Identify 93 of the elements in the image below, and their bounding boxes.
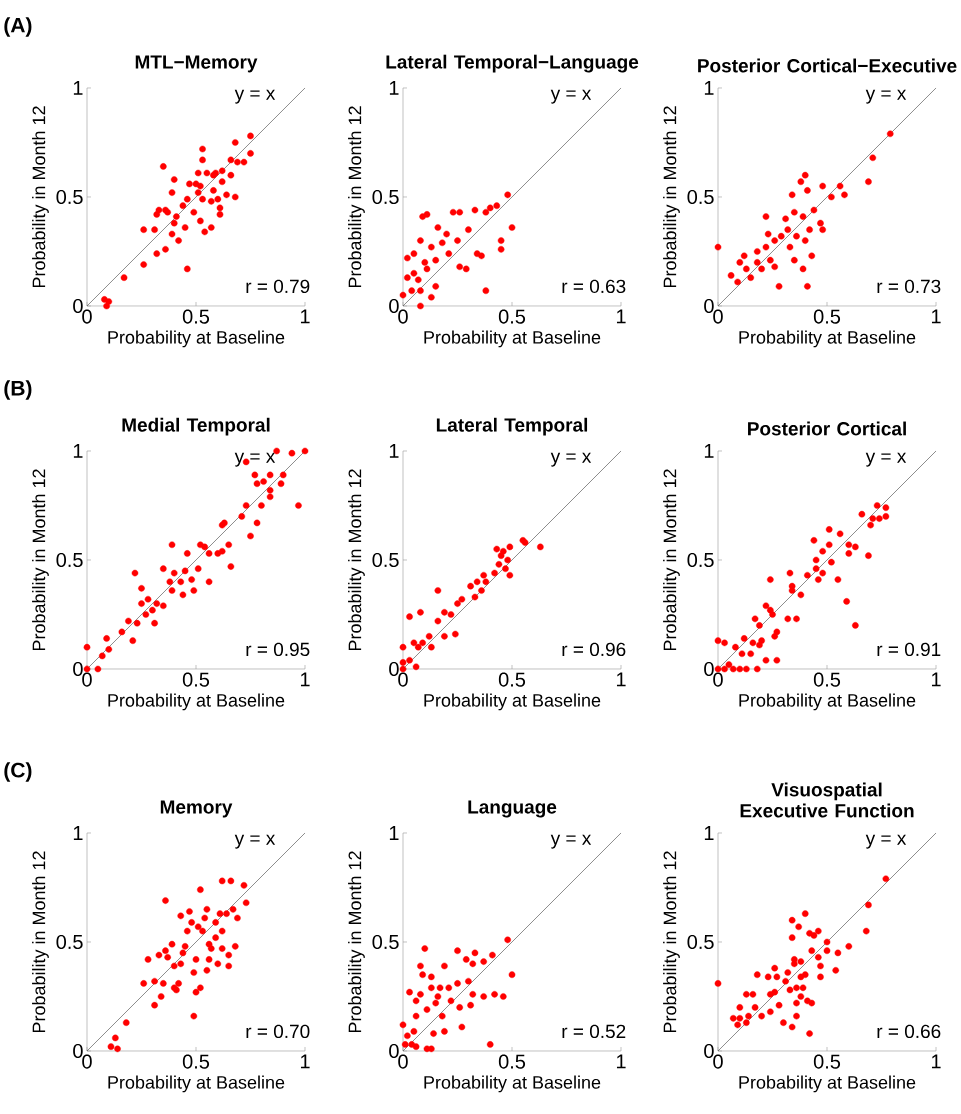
x-axis-title: Probability at Baseline <box>424 330 601 348</box>
chart-title: Visuospatial Executive Function <box>740 782 914 818</box>
y-tick-label: 0 <box>388 661 399 677</box>
x-tick-label: 1 <box>931 1054 941 1069</box>
y-tick-label: 0.5 <box>56 934 83 950</box>
y-tick-label: 0.5 <box>56 189 83 205</box>
y-tick-label: 0.5 <box>687 934 714 950</box>
annotation: r = 0.63 <box>562 279 626 294</box>
x-tick-label: 0.5 <box>498 672 525 687</box>
y-tick-label: 0.5 <box>372 552 399 568</box>
annotation: y = x <box>865 89 906 104</box>
y-tick-label: 1 <box>389 81 399 95</box>
y-tick-label: 1 <box>73 444 83 458</box>
x-axis-title: Probability at Baseline <box>424 1075 601 1093</box>
y-axis-title: Probability in Month 12 <box>31 469 49 651</box>
x-tick-label: 1 <box>300 309 310 324</box>
y-tick-label: 1 <box>704 81 714 95</box>
y-axis-title: Probability in Month 12 <box>347 106 365 288</box>
annotation: r = 0.66 <box>877 1024 941 1039</box>
y-tick-label: 1 <box>704 826 714 840</box>
chart-title: Posterior Cortical <box>747 421 906 436</box>
y-tick-label: 0.5 <box>372 934 399 950</box>
y-axis-title: Probability in Month 12 <box>662 851 680 1033</box>
annotation: r = 0.91 <box>877 642 941 657</box>
y-tick-label: 1 <box>389 444 399 458</box>
chart-title: Language <box>468 800 557 818</box>
x-tick-label: 0.5 <box>498 1054 525 1069</box>
x-axis-title: Probability at Baseline <box>108 1075 285 1093</box>
annotation: r = 0.52 <box>562 1024 626 1039</box>
y-axis-title: Probability in Month 12 <box>31 106 49 288</box>
annotation: y = x <box>234 89 275 104</box>
chart-title: Lateral Temporal−Language <box>386 54 639 73</box>
annotation: y = x <box>234 834 275 849</box>
x-tick-label: 1 <box>931 309 941 324</box>
text: (C) <box>4 762 32 782</box>
text: (B) <box>4 380 32 400</box>
x-tick-label: 1 <box>616 309 626 324</box>
x-axis-title: Probability at Baseline <box>108 330 285 348</box>
annotation: r = 0.73 <box>877 279 941 294</box>
y-tick-label: 0.5 <box>372 189 399 205</box>
y-tick-label: 1 <box>389 826 399 840</box>
x-tick-label: 0.5 <box>813 309 840 324</box>
chart-title: Lateral Temporal <box>436 417 587 436</box>
y-axis-title: Probability in Month 12 <box>347 469 365 651</box>
y-tick-label: 1 <box>73 81 83 95</box>
y-tick-label: 1 <box>73 826 83 840</box>
x-tick-label: 0.5 <box>182 672 209 687</box>
y-tick-label: 0 <box>72 661 83 677</box>
y-axis-title: Probability in Month 12 <box>347 851 365 1033</box>
y-tick-label: 0 <box>704 298 714 314</box>
chart-title: Medial Temporal <box>122 417 270 436</box>
y-tick-label: 0 <box>388 1043 399 1059</box>
annotation: r = 0.95 <box>246 642 310 657</box>
annotation: y = x <box>865 834 906 849</box>
annotation: y = x <box>550 89 591 104</box>
y-tick-label: 0 <box>704 661 714 677</box>
x-tick-label: 1 <box>931 672 941 687</box>
annotation: r = 0.79 <box>246 279 310 294</box>
x-tick-label: 0.5 <box>498 309 525 324</box>
x-tick-label: 1 <box>616 672 626 687</box>
annotation: y = x <box>550 834 591 849</box>
y-tick-label: 0 <box>704 1043 714 1059</box>
x-tick-label: 0.5 <box>813 672 840 687</box>
y-axis-title: Probability in Month 12 <box>31 851 49 1033</box>
x-tick-label: 0.5 <box>813 1054 840 1069</box>
annotation: y = x <box>234 452 275 467</box>
y-tick-label: 0 <box>388 298 399 314</box>
y-tick-label: 0.5 <box>56 552 83 568</box>
annotation: y = x <box>550 452 591 467</box>
annotation: y = x <box>865 452 906 467</box>
chart-title: Posterior Cortical−Executive <box>697 58 957 73</box>
x-tick-label: 0.5 <box>182 1054 209 1069</box>
x-axis-title: Probability at Baseline <box>424 693 601 711</box>
annotation: r = 0.96 <box>562 642 626 657</box>
y-axis-title: Probability in Month 12 <box>662 469 680 651</box>
y-tick-label: 0.5 <box>687 189 714 205</box>
x-axis-title: Probability at Baseline <box>739 330 916 348</box>
x-axis-title: Probability at Baseline <box>739 1075 916 1093</box>
x-tick-label: 1 <box>300 672 310 687</box>
y-tick-label: 1 <box>704 444 714 458</box>
y-tick-label: 0.5 <box>687 552 714 568</box>
annotation: r = 0.70 <box>246 1024 310 1039</box>
x-tick-label: 1 <box>300 1054 310 1069</box>
text: (A) <box>4 17 32 37</box>
y-tick-label: 0 <box>72 1043 83 1059</box>
chart-title: MTL−Memory <box>135 55 258 73</box>
x-axis-title: Probability at Baseline <box>108 693 285 711</box>
y-tick-label: 0 <box>72 298 83 314</box>
y-axis-title: Probability in Month 12 <box>662 106 680 288</box>
x-tick-label: 0.5 <box>182 309 209 324</box>
x-tick-label: 1 <box>616 1054 626 1069</box>
x-axis-title: Probability at Baseline <box>739 693 916 711</box>
chart-title: Memory <box>160 800 233 818</box>
